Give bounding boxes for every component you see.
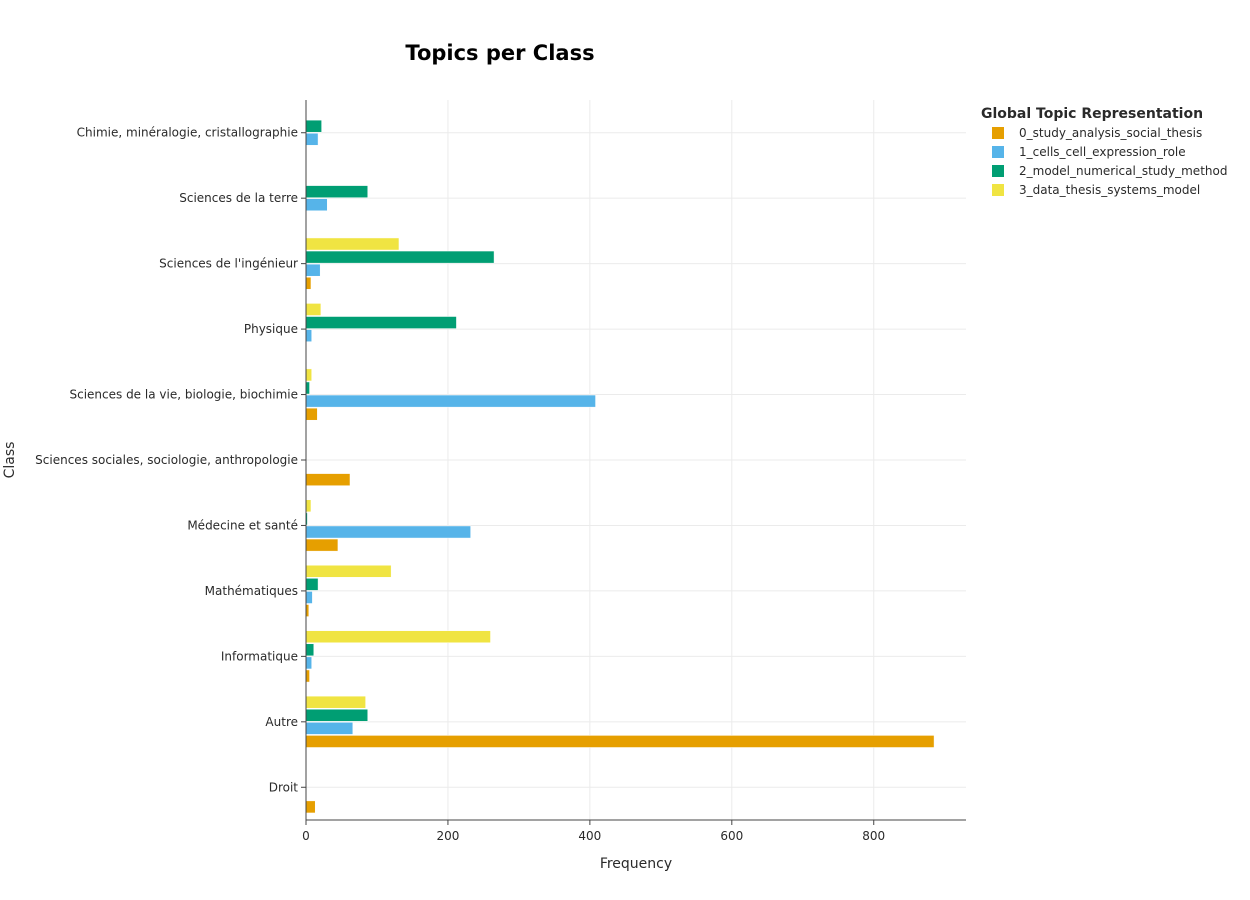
bar-3_data_thesis_systems_model-1 xyxy=(305,695,366,709)
x-tick-label: 200 xyxy=(436,829,459,843)
legend: Global Topic Representation 0_study_anal… xyxy=(981,106,1227,197)
y-tick-label: Mathématiques xyxy=(205,584,298,598)
legend-label: 3_data_thesis_systems_model xyxy=(1019,183,1200,197)
bar-0_study_analysis_social_thesis-0 xyxy=(305,800,316,814)
y-axis-title: Class xyxy=(2,442,18,479)
x-tick-label: 400 xyxy=(578,829,601,843)
bar-3_data_thesis_systems_model-7 xyxy=(305,303,322,316)
bar-1_cells_cell_expression_role-6 xyxy=(305,394,596,408)
legend-swatch xyxy=(992,127,1004,139)
bar-2_model_numerical_study_method-3 xyxy=(305,578,319,591)
y-tick-label: Informatique xyxy=(221,649,298,663)
bar-1_cells_cell_expression_role-8 xyxy=(305,263,321,277)
legend-title: Global Topic Representation xyxy=(981,106,1203,122)
bar-1_cells_cell_expression_role-4 xyxy=(305,525,471,539)
bar-1_cells_cell_expression_role-3 xyxy=(305,591,313,604)
bar-2_model_numerical_study_method-7 xyxy=(305,316,457,329)
x-tick-label: 0 xyxy=(302,829,310,843)
y-tick-label: Chimie, minéralogie, cristallographie xyxy=(77,126,298,140)
bar-0_study_analysis_social_thesis-4 xyxy=(305,538,339,552)
bar-3_data_thesis_systems_model-6 xyxy=(305,368,312,382)
legend-swatch xyxy=(992,165,1004,177)
bar-0_study_analysis_social_thesis-2 xyxy=(305,669,310,683)
bar-1_cells_cell_expression_role-2 xyxy=(305,656,312,670)
y-tick-label: Physique xyxy=(244,322,298,336)
bar-2_model_numerical_study_method-9 xyxy=(305,185,368,198)
x-tick-label: 600 xyxy=(720,829,743,843)
bar-3_data_thesis_systems_model-2 xyxy=(305,630,491,644)
y-tick-label: Médecine et santé xyxy=(187,518,298,532)
bar-0_study_analysis_social_thesis-1 xyxy=(305,735,935,748)
y-tick-label: Autre xyxy=(265,715,298,729)
x-tick-label: 800 xyxy=(862,829,885,843)
y-tick-label: Sciences de l'ingénieur xyxy=(159,257,298,271)
chart-title: Topics per Class xyxy=(405,41,594,65)
legend-label: 0_study_analysis_social_thesis xyxy=(1019,126,1202,140)
legend-label: 2_model_numerical_study_method xyxy=(1019,164,1227,178)
bar-1_cells_cell_expression_role-9 xyxy=(305,198,328,212)
grid-layer xyxy=(306,100,966,820)
axis-layer: Droit Autre Informatique Mathématiques Médec… xyxy=(35,100,966,843)
y-tick-label: Sciences de la vie, biologie, biochimie xyxy=(69,388,298,402)
bar-layer xyxy=(305,119,935,814)
bar-0_study_analysis_social_thesis-8 xyxy=(305,276,312,290)
legend-swatch xyxy=(992,184,1004,196)
bar-0_study_analysis_social_thesis-6 xyxy=(305,407,318,421)
y-tick-label: Droit xyxy=(269,780,299,794)
bar-3_data_thesis_systems_model-4 xyxy=(305,499,312,513)
bar-2_model_numerical_study_method-2 xyxy=(305,643,315,657)
bar-2_model_numerical_study_method-1 xyxy=(305,708,368,722)
bar-3_data_thesis_systems_model-8 xyxy=(305,237,400,251)
bar-1_cells_cell_expression_role-7 xyxy=(305,329,312,342)
bar-1_cells_cell_expression_role-10 xyxy=(305,132,319,146)
y-tick-label: Sciences de la terre xyxy=(179,191,298,205)
bar-1_cells_cell_expression_role-1 xyxy=(305,722,354,735)
bar-3_data_thesis_systems_model-3 xyxy=(305,564,392,578)
y-tick-label: Sciences sociales, sociologie, anthropol… xyxy=(35,453,298,467)
x-axis-title: Frequency xyxy=(600,856,672,872)
bar-2_model_numerical_study_method-6 xyxy=(305,381,310,395)
bar-2_model_numerical_study_method-10 xyxy=(305,119,322,133)
bar-0_study_analysis_social_thesis-5 xyxy=(305,473,351,486)
legend-label: 1_cells_cell_expression_role xyxy=(1019,145,1186,159)
legend-swatch xyxy=(992,146,1004,158)
bar-2_model_numerical_study_method-8 xyxy=(305,250,495,264)
